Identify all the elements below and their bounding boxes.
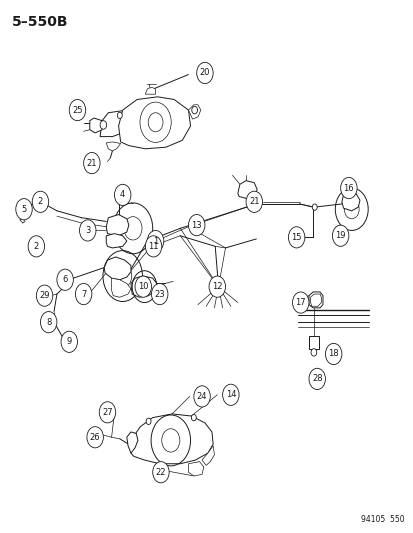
Text: 94105  550: 94105 550	[360, 515, 404, 523]
Circle shape	[28, 236, 45, 257]
Circle shape	[191, 415, 196, 421]
Polygon shape	[131, 276, 157, 297]
Circle shape	[196, 62, 213, 84]
Circle shape	[16, 199, 32, 220]
Circle shape	[152, 462, 169, 483]
Polygon shape	[118, 97, 190, 149]
Circle shape	[310, 349, 316, 356]
Text: 25: 25	[72, 106, 83, 115]
Circle shape	[75, 284, 92, 305]
Circle shape	[325, 343, 341, 365]
Text: 21: 21	[86, 159, 97, 167]
Text: 20: 20	[199, 68, 210, 77]
Text: 5–550B: 5–550B	[12, 14, 68, 29]
Circle shape	[57, 269, 73, 290]
Text: 5: 5	[21, 205, 26, 214]
Polygon shape	[308, 292, 322, 308]
Polygon shape	[237, 181, 256, 199]
Circle shape	[288, 227, 304, 248]
Circle shape	[188, 215, 204, 236]
Text: 7: 7	[81, 289, 86, 298]
Circle shape	[193, 386, 210, 407]
Circle shape	[99, 402, 115, 423]
Text: 14: 14	[225, 390, 235, 399]
Circle shape	[308, 368, 325, 390]
Circle shape	[79, 220, 96, 241]
Text: 10: 10	[138, 282, 148, 291]
Circle shape	[87, 426, 103, 448]
Circle shape	[36, 285, 53, 306]
Text: 28: 28	[311, 374, 322, 383]
Circle shape	[61, 331, 77, 352]
Text: 1: 1	[152, 237, 158, 246]
Text: 19: 19	[335, 231, 345, 240]
Polygon shape	[104, 257, 131, 280]
Text: 16: 16	[343, 183, 354, 192]
Circle shape	[311, 204, 316, 211]
Text: 3: 3	[85, 226, 90, 235]
Polygon shape	[100, 110, 131, 136]
Text: 26: 26	[90, 433, 100, 442]
Circle shape	[114, 184, 131, 206]
Polygon shape	[145, 87, 155, 94]
Text: 23: 23	[154, 289, 165, 298]
Text: 8: 8	[46, 318, 51, 327]
Circle shape	[340, 177, 356, 199]
Polygon shape	[106, 142, 120, 151]
Circle shape	[135, 276, 151, 297]
Text: 11: 11	[148, 242, 159, 251]
Text: 4: 4	[120, 190, 125, 199]
Text: 9: 9	[66, 337, 72, 346]
Polygon shape	[188, 462, 203, 476]
Polygon shape	[90, 118, 102, 133]
Polygon shape	[202, 446, 214, 465]
Polygon shape	[126, 432, 138, 453]
Circle shape	[209, 276, 225, 297]
Circle shape	[117, 112, 122, 118]
Polygon shape	[106, 233, 126, 248]
Text: 13: 13	[191, 221, 202, 230]
Text: 21: 21	[249, 197, 259, 206]
Polygon shape	[106, 215, 128, 236]
Text: 27: 27	[102, 408, 112, 417]
Text: 24: 24	[196, 392, 207, 401]
Text: 2: 2	[38, 197, 43, 206]
Circle shape	[146, 418, 151, 424]
Circle shape	[191, 107, 197, 114]
Circle shape	[100, 120, 107, 129]
Polygon shape	[112, 278, 131, 297]
Circle shape	[292, 292, 308, 313]
Circle shape	[32, 191, 49, 213]
Text: 29: 29	[39, 291, 50, 300]
Polygon shape	[131, 414, 213, 464]
Circle shape	[147, 230, 164, 252]
Circle shape	[151, 284, 168, 305]
Polygon shape	[308, 336, 318, 349]
Circle shape	[245, 191, 262, 213]
Polygon shape	[310, 294, 320, 306]
Circle shape	[40, 312, 57, 333]
Polygon shape	[341, 191, 359, 211]
Circle shape	[222, 384, 238, 406]
Text: 12: 12	[211, 282, 222, 291]
Text: 15: 15	[291, 233, 301, 242]
Text: 2: 2	[33, 242, 39, 251]
Text: 6: 6	[62, 275, 68, 284]
Text: 18: 18	[328, 350, 338, 359]
Circle shape	[69, 100, 85, 120]
Circle shape	[83, 152, 100, 174]
Polygon shape	[188, 105, 200, 119]
Circle shape	[332, 225, 348, 246]
Circle shape	[145, 236, 161, 257]
Text: 17: 17	[295, 298, 305, 307]
Text: 22: 22	[155, 468, 166, 477]
